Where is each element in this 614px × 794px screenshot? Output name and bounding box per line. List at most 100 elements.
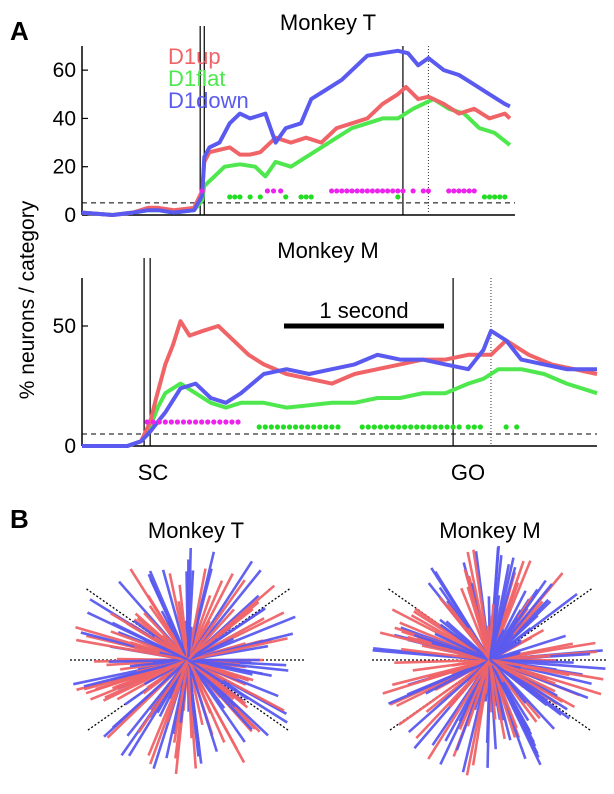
sig-dot-green: [465, 424, 471, 430]
sig-dot-magenta: [461, 188, 467, 194]
sig-dot-green: [402, 424, 408, 430]
radial-spoke: [187, 658, 239, 680]
sig-dot-magenta: [400, 188, 406, 194]
sig-dot-green: [420, 424, 426, 430]
sig-dot-magenta: [211, 419, 217, 425]
radial-spoke: [413, 633, 491, 662]
radial-spoke: [165, 659, 190, 723]
sig-dot-green: [280, 424, 287, 430]
y-tick-label: 50: [53, 315, 76, 338]
radial-spoke: [187, 608, 235, 661]
radial-spoke: [439, 623, 491, 662]
sig-dot-green: [492, 194, 498, 200]
y-tick-label: 60: [53, 59, 76, 82]
radial-spoke: [186, 568, 207, 661]
series-line-d1down: [82, 328, 597, 448]
sig-dot-green: [317, 424, 323, 430]
radial-spoke: [177, 601, 190, 661]
sig-dot-green: [477, 424, 483, 430]
sig-dot-green: [323, 424, 329, 430]
radial-spoke: [489, 658, 556, 685]
radial-plot-monkey-m: [372, 545, 608, 776]
radial-plot-monkey-t: [70, 547, 306, 775]
event-label-go: GO: [451, 460, 485, 485]
sig-dot-green: [237, 194, 243, 200]
radial-spoke: [76, 638, 189, 662]
sig-dot-green: [486, 194, 493, 200]
panel-label-a: A: [10, 16, 29, 46]
sig-dot-green: [481, 194, 488, 200]
sig-dot-magenta: [369, 188, 375, 194]
radial-spoke: [186, 626, 193, 661]
radial-spoke: [187, 601, 260, 662]
sig-dot-green: [432, 424, 438, 430]
radial-spoke: [172, 659, 190, 743]
sig-dot-magenta: [451, 188, 457, 194]
legend-d1up: D1up: [168, 44, 221, 69]
sig-dot-green: [395, 194, 401, 200]
sig-dot-green: [299, 424, 305, 430]
sig-dot-magenta: [229, 419, 235, 425]
sig-dot-green: [247, 194, 253, 200]
sig-dot-magenta: [410, 188, 416, 194]
sig-dot-green: [383, 424, 390, 430]
radial-spoke: [134, 612, 189, 661]
sig-dot-magenta: [199, 419, 205, 425]
sig-dot-magenta: [144, 419, 150, 425]
sig-dot-magenta: [174, 419, 181, 425]
radial-axis-diagonal: [388, 588, 592, 732]
y-tick-label: 40: [53, 107, 76, 130]
sig-dot-magenta: [162, 419, 168, 425]
sig-dot-magenta: [193, 419, 199, 425]
y-axis-label: % neurons / category: [16, 200, 39, 399]
sig-dot-magenta: [395, 188, 401, 194]
sig-dot-magenta: [278, 188, 284, 194]
radial-spoke: [489, 658, 548, 707]
sig-dot-green: [503, 424, 509, 430]
legend-d1flat: D1flat: [168, 66, 225, 91]
sig-dot-magenta: [471, 188, 477, 194]
radial-spoke: [186, 659, 239, 750]
scale-bar-label: 1 second: [319, 298, 408, 323]
sig-dot-magenta: [334, 188, 340, 194]
sig-dot-magenta: [374, 188, 381, 194]
sig-dot-green: [257, 194, 263, 200]
sig-dot-green: [438, 424, 444, 430]
radial-spoke: [187, 658, 289, 672]
radial-spoke: [489, 658, 574, 664]
radial-spoke: [108, 658, 189, 663]
radial-spoke: [472, 549, 492, 661]
series-line-d1flat: [81, 97, 512, 217]
sig-dot-green: [502, 194, 508, 200]
sig-dot-green: [395, 424, 402, 430]
sig-dot-green: [456, 424, 462, 430]
sig-dot-magenta: [385, 188, 391, 194]
sig-dot-green: [303, 194, 309, 200]
radial-spoke: [458, 659, 492, 730]
sig-dot-green: [262, 424, 268, 430]
sig-dot-green: [268, 424, 274, 430]
radial-spoke: [469, 659, 491, 684]
sig-dot-green: [232, 194, 238, 200]
radial-spoke: [102, 658, 189, 702]
sig-dot-magenta: [180, 419, 187, 425]
radial-spoke: [111, 659, 189, 729]
radial-axis-diagonal: [86, 588, 290, 732]
sig-dot-green: [274, 424, 280, 430]
plot-monkey-m: 0 50: [53, 258, 598, 458]
sig-dot-green: [286, 424, 293, 430]
event-label-sc: SC: [138, 460, 169, 485]
radial-spoke: [425, 658, 491, 695]
sig-dot-magenta: [329, 188, 335, 194]
radial-spoke: [83, 658, 189, 688]
sig-dot-magenta: [186, 419, 193, 425]
radial-spoke: [488, 659, 497, 720]
sig-dot-magenta: [425, 188, 431, 194]
legend-d1down: D1down: [168, 88, 249, 113]
sig-dot-green: [471, 424, 477, 430]
sig-dot-green: [444, 424, 450, 430]
radial-spoke: [486, 659, 492, 768]
sig-dot-magenta: [223, 419, 229, 425]
radial-spoke: [187, 658, 249, 700]
series-line-d1flat: [82, 367, 598, 448]
